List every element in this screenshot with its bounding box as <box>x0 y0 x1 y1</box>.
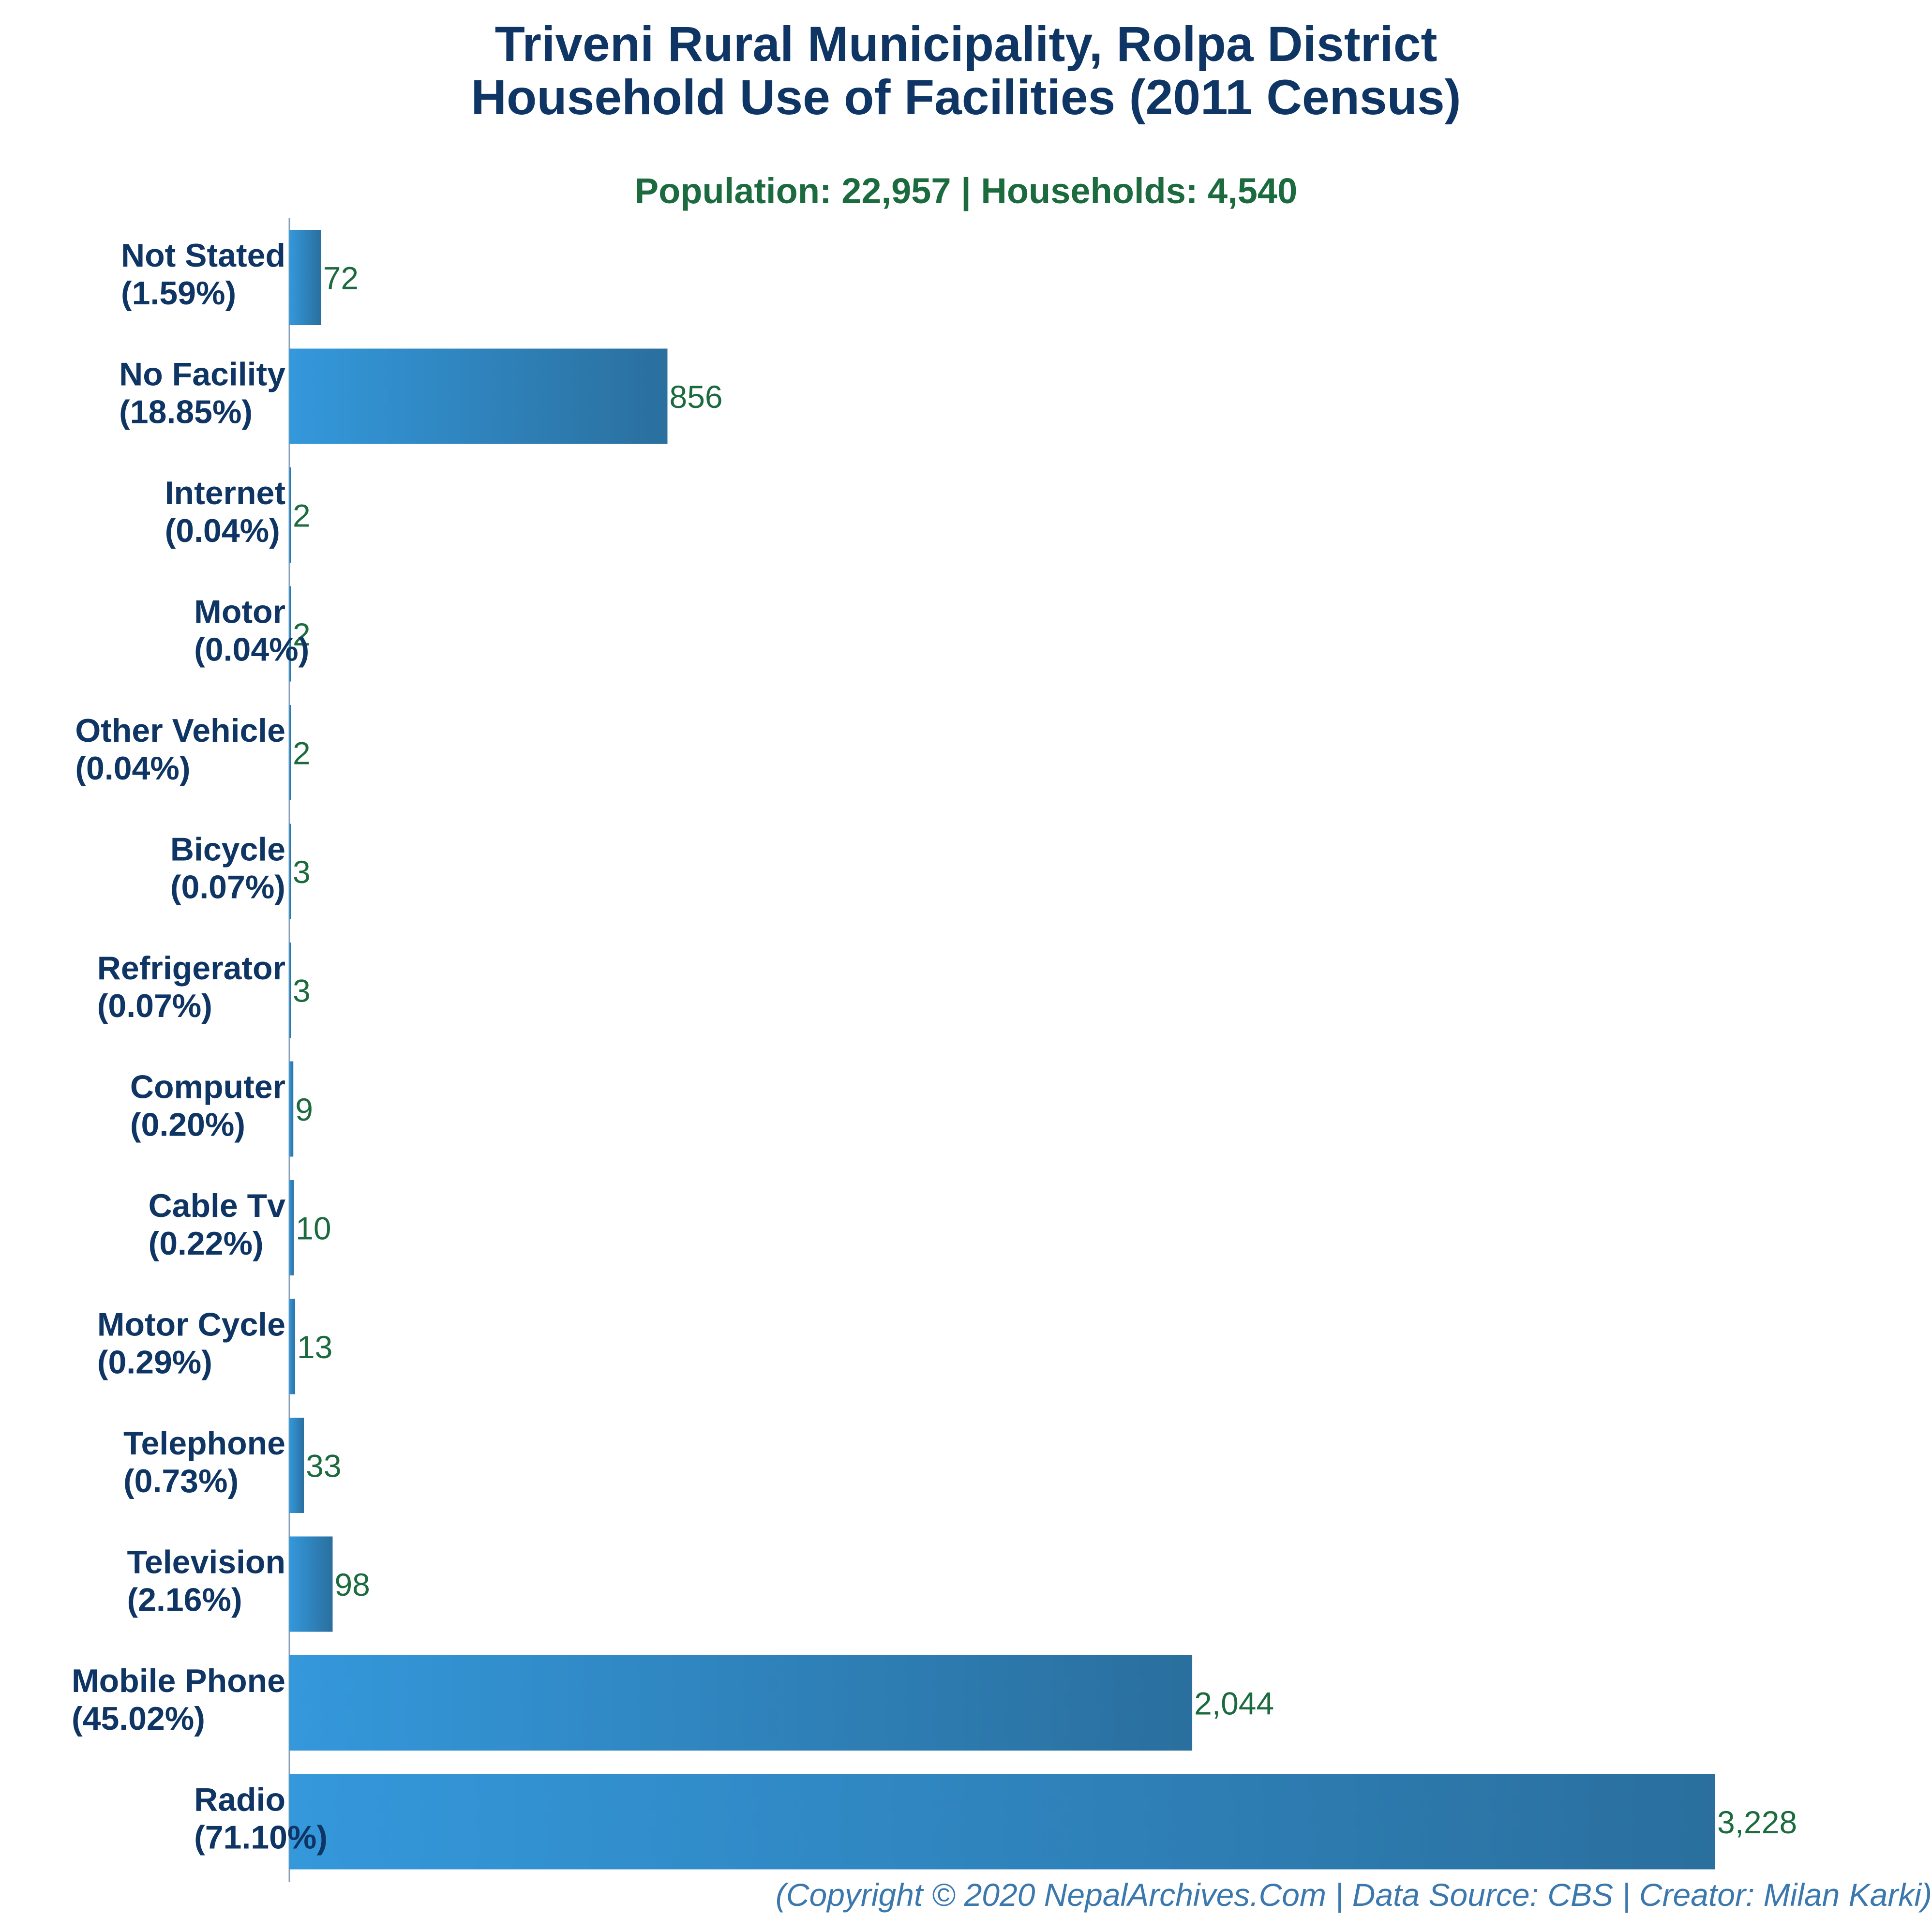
value-label: 10 <box>296 1211 331 1246</box>
category-label: Not Stated (1.59%) <box>121 237 285 312</box>
category-label: Motor Cycle (0.29%) <box>97 1306 285 1381</box>
value-label: 2 <box>293 498 311 534</box>
category-name: Mobile Phone <box>72 1662 285 1699</box>
value-label: 2,044 <box>1194 1686 1274 1722</box>
bar-radio <box>289 1774 1715 1870</box>
category-label: Cable Tv (0.22%) <box>149 1187 286 1262</box>
category-label: Mobile Phone (45.02%) <box>72 1662 285 1737</box>
category-percent: (0.04%) <box>194 631 309 668</box>
category-label: Computer (0.20%) <box>130 1069 285 1143</box>
category-percent: (0.22%) <box>149 1225 264 1262</box>
chart-subtitle: Population: 22,957 | Households: 4,540 <box>634 171 1298 211</box>
category-percent: (0.07%) <box>97 988 212 1024</box>
bar-motor <box>289 586 291 682</box>
bar-no-facility <box>289 348 668 444</box>
category-label: Motor (0.04%) <box>194 594 309 668</box>
category-label: No Facility (18.85%) <box>119 356 285 431</box>
category-percent: (0.20%) <box>130 1107 245 1143</box>
chart-title-line1: Triveni Rural Municipality, Rolpa Distri… <box>494 16 1438 72</box>
value-label: 98 <box>334 1567 370 1603</box>
category-percent: (0.29%) <box>97 1344 212 1381</box>
value-label: 3,228 <box>1717 1804 1797 1840</box>
category-label: Telephone (0.73%) <box>123 1425 285 1499</box>
category-percent: (0.04%) <box>165 512 280 549</box>
category-percent: (1.59%) <box>121 275 236 312</box>
category-percent: (0.07%) <box>170 869 285 906</box>
category-label: Radio (71.10%) <box>194 1782 328 1856</box>
category-percent: (2.16%) <box>127 1582 242 1618</box>
bar-not-stated <box>289 230 321 325</box>
value-label: 33 <box>306 1448 341 1484</box>
bar-other-vehicle <box>289 705 291 800</box>
value-label: 9 <box>295 1092 313 1127</box>
value-label: 13 <box>297 1329 332 1365</box>
category-name: Internet <box>165 475 285 511</box>
category-label: Bicycle (0.07%) <box>170 831 285 906</box>
chart-footer: (Copyright © 2020 NepalArchives.Com | Da… <box>775 1877 1932 1913</box>
value-label: 3 <box>293 854 311 890</box>
bar-bicycle <box>289 824 291 919</box>
category-percent: (45.02%) <box>72 1700 205 1737</box>
value-label: 72 <box>323 260 359 296</box>
category-name: Television <box>127 1544 285 1581</box>
bar-internet <box>289 467 291 563</box>
category-percent: (0.04%) <box>75 750 190 787</box>
category-label: Internet (0.04%) <box>165 475 285 549</box>
category-percent: (71.10%) <box>194 1819 328 1856</box>
category-label: Television (2.16%) <box>127 1544 285 1618</box>
category-name: Motor <box>194 594 285 630</box>
bar-television <box>289 1536 333 1632</box>
category-name: Bicycle <box>170 831 285 868</box>
bar-cable-tv <box>289 1180 294 1275</box>
bar-computer <box>289 1061 294 1157</box>
category-name: Radio <box>194 1782 285 1818</box>
bar-mobile-phone <box>289 1655 1193 1751</box>
chart-title-line2: Household Use of Facilities (2011 Census… <box>471 70 1461 125</box>
value-label: 856 <box>669 379 722 415</box>
bar-refrigerator <box>289 943 291 1038</box>
category-percent: (0.73%) <box>123 1463 239 1499</box>
category-label: Refrigerator (0.07%) <box>97 950 285 1024</box>
category-name: Refrigerator <box>97 950 285 987</box>
category-name: Motor Cycle <box>97 1306 285 1343</box>
category-label: Other Vehicle (0.04%) <box>75 712 285 787</box>
category-name: Not Stated <box>121 237 285 274</box>
category-name: Cable Tv <box>149 1187 286 1224</box>
value-label: 2 <box>293 616 311 652</box>
category-name: No Facility <box>119 356 285 393</box>
category-name: Telephone <box>123 1425 285 1462</box>
category-name: Other Vehicle <box>75 712 285 749</box>
bar-telephone <box>289 1418 304 1513</box>
value-label: 2 <box>293 735 311 771</box>
bars-group: 72 Not Stated (1.59%) 856 No Facility (18.85%… <box>72 230 1797 1870</box>
category-name: Computer <box>130 1069 285 1106</box>
category-percent: (18.85%) <box>119 394 253 431</box>
value-label: 3 <box>293 973 311 1009</box>
bar-motor-cycle <box>289 1299 295 1394</box>
